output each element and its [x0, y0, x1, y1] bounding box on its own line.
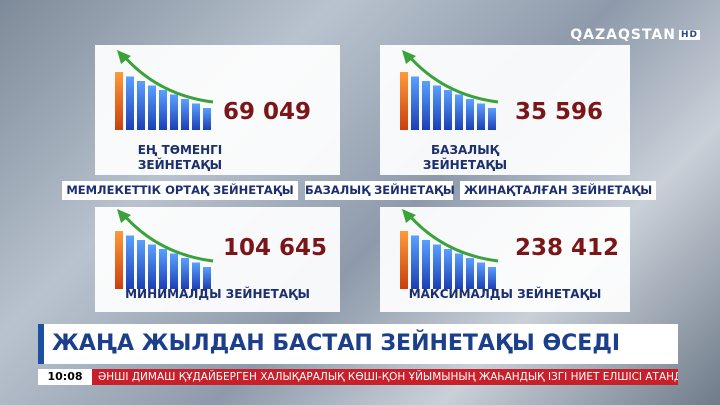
icon-bar: [115, 231, 123, 289]
icon-arrow-head: [402, 209, 416, 223]
icon-bar: [126, 76, 134, 130]
icon-bar: [455, 94, 463, 130]
channel-logo: QAZAQSTAN HD: [570, 27, 700, 43]
icon-bar: [170, 253, 178, 289]
icon-arrow-head: [117, 209, 131, 223]
icon-arrow: [121, 213, 214, 263]
card-label-line: МАКСИМАЛДЫ ЗЕЙНЕТАҚЫ: [408, 287, 602, 301]
card-value: 69 049: [223, 99, 312, 125]
card-label: МИНИМАЛДЫ ЗЕЙНЕТАҚЫ: [95, 287, 340, 302]
card-label-line: ЗЕЙНЕТАҚЫ: [137, 158, 223, 172]
icon-bar: [455, 253, 463, 289]
card: 35 596 БАЗАЛЫҚ ЗЕЙНЕТАҚЫ: [380, 45, 630, 175]
icon-bar: [159, 249, 167, 289]
icon-bar: [466, 99, 474, 130]
icon-bar: [477, 103, 485, 130]
icon-bar: [203, 108, 211, 130]
headline: ЖАҢА ЖЫЛДАН БАСТАП ЗЕЙНЕТАҚЫ ӨСЕДІ: [38, 324, 678, 364]
icon-bar: [148, 85, 156, 130]
icon-bar: [433, 85, 441, 130]
pension-type: МЕМЛЕКЕТТІК ОРТАҚ ЗЕЙНЕТАҚЫ: [62, 181, 298, 200]
card: 104 645 МИНИМАЛДЫ ЗЕЙНЕТАҚЫ: [95, 207, 340, 312]
icon-bar: [400, 231, 408, 289]
pension-type: БАЗАЛЫҚ ЗЕЙНЕТАҚЫ: [305, 181, 455, 200]
icon-bar: [444, 249, 452, 289]
icon-bar: [477, 262, 485, 289]
card: 69 049 ЕҢ ТӨМЕНГІ ЗЕЙНЕТАҚЫ: [95, 45, 340, 175]
icon-bar: [181, 258, 189, 289]
icon-bar: [411, 235, 419, 289]
icon-bar: [488, 108, 496, 130]
card-label-line: ЗЕЙНЕТАҚЫ: [422, 158, 508, 172]
card-label-line: ЕҢ ТӨМЕНГІ: [137, 143, 223, 157]
icon-bar: [488, 267, 496, 289]
icon-arrow: [406, 54, 499, 104]
icon-bar: [126, 235, 134, 289]
pension-type: ЖИНАҚТАЛҒАН ЗЕЙНЕТАҚЫ: [460, 181, 656, 200]
icon-arrow: [406, 213, 499, 263]
icon-bar: [137, 81, 145, 130]
icon-bar: [192, 103, 200, 130]
bar-icon: [115, 50, 214, 130]
card: 238 412 МАКСИМАЛДЫ ЗЕЙНЕТАҚЫ: [380, 207, 630, 312]
card-value: 238 412: [515, 235, 620, 261]
icon-bar: [181, 99, 189, 130]
icon-arrow-head: [117, 50, 131, 64]
card-label: ЕҢ ТӨМЕНГІ ЗЕЙНЕТАҚЫ: [95, 143, 265, 173]
icon-bar: [170, 94, 178, 130]
icon-bar: [115, 72, 123, 130]
icon-bar: [192, 262, 200, 289]
icon-bar: [422, 240, 430, 289]
logo-badge: HD: [678, 30, 700, 40]
logo-name: QAZAQSTAN: [570, 27, 676, 43]
icon-bar: [137, 240, 145, 289]
card-label: БАЗАЛЫҚ ЗЕЙНЕТАҚЫ: [380, 143, 550, 173]
icon-bar: [466, 258, 474, 289]
card-value: 104 645: [223, 235, 328, 261]
icon-arrow-head: [402, 50, 416, 64]
icon-bar: [444, 90, 452, 130]
card-label-line: БАЗАЛЫҚ: [431, 143, 499, 157]
bar-icon: [400, 209, 499, 289]
icon-bar: [400, 72, 408, 130]
card-label-line: МИНИМАЛДЫ ЗЕЙНЕТАҚЫ: [125, 287, 310, 301]
clock: 10:08: [38, 369, 92, 385]
icon-arrow: [121, 54, 214, 104]
icon-bar: [422, 81, 430, 130]
icon-bar: [433, 244, 441, 289]
bar-icon: [400, 50, 499, 130]
icon-bar: [411, 76, 419, 130]
card-label: МАКСИМАЛДЫ ЗЕЙНЕТАҚЫ: [380, 287, 630, 302]
icon-bar: [148, 244, 156, 289]
icon-bar: [159, 90, 167, 130]
news-ticker: ӘНШІ ДИМАШ ҚҰДАЙБЕРГЕН ХАЛЫҚАРАЛЫҚ КӨШІ-…: [92, 369, 678, 385]
icon-bar: [203, 267, 211, 289]
card-value: 35 596: [515, 99, 604, 125]
bar-icon: [115, 209, 214, 289]
